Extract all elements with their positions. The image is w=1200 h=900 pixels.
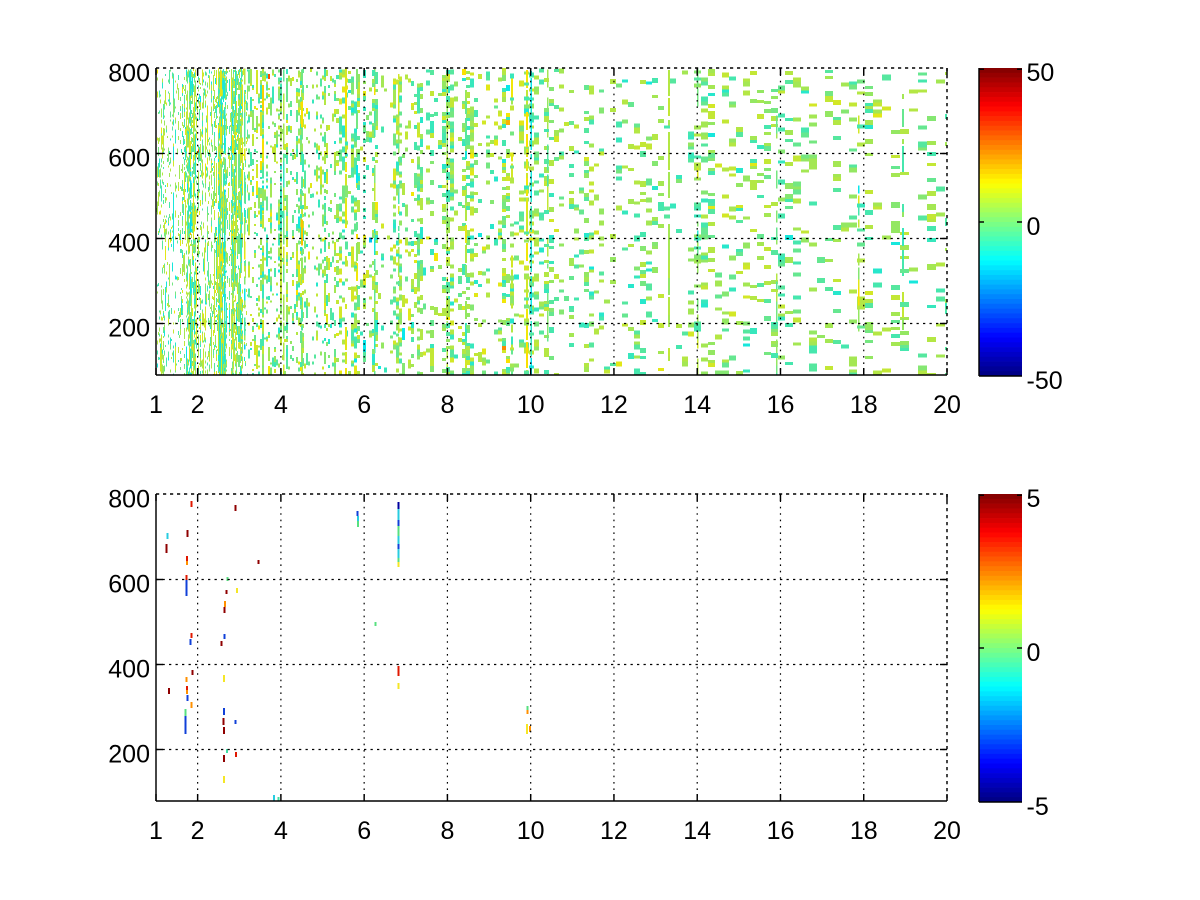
svg-text:4: 4	[274, 817, 288, 845]
svg-text:8: 8	[440, 391, 454, 419]
svg-text:600: 600	[108, 144, 150, 172]
svg-text:14: 14	[683, 391, 711, 419]
svg-text:-5: -5	[1027, 793, 1049, 821]
svg-text:400: 400	[108, 229, 150, 257]
svg-text:400: 400	[108, 655, 150, 683]
svg-text:20: 20	[933, 391, 961, 419]
svg-text:800: 800	[108, 59, 150, 87]
svg-text:4: 4	[274, 391, 288, 419]
svg-text:200: 200	[108, 740, 150, 768]
svg-text:16: 16	[767, 391, 795, 419]
svg-text:0: 0	[1027, 639, 1041, 667]
svg-text:6: 6	[357, 817, 371, 845]
svg-text:800: 800	[108, 485, 150, 513]
svg-text:6: 6	[357, 391, 371, 419]
svg-text:18: 18	[850, 817, 878, 845]
svg-text:12: 12	[600, 391, 628, 419]
svg-text:12: 12	[600, 817, 628, 845]
svg-text:50: 50	[1027, 59, 1055, 87]
svg-text:200: 200	[108, 314, 150, 342]
svg-text:10: 10	[517, 817, 545, 845]
svg-text:2: 2	[191, 391, 205, 419]
svg-text:0: 0	[1027, 213, 1041, 241]
svg-text:2: 2	[191, 817, 205, 845]
svg-text:10: 10	[517, 391, 545, 419]
svg-text:1: 1	[149, 391, 163, 419]
svg-text:8: 8	[440, 817, 454, 845]
svg-text:1: 1	[149, 817, 163, 845]
svg-text:16: 16	[767, 817, 795, 845]
svg-text:-50: -50	[1027, 367, 1063, 395]
svg-text:18: 18	[850, 391, 878, 419]
svg-text:600: 600	[108, 570, 150, 598]
svg-text:20: 20	[933, 817, 961, 845]
svg-text:5: 5	[1027, 485, 1041, 513]
svg-text:14: 14	[683, 817, 711, 845]
